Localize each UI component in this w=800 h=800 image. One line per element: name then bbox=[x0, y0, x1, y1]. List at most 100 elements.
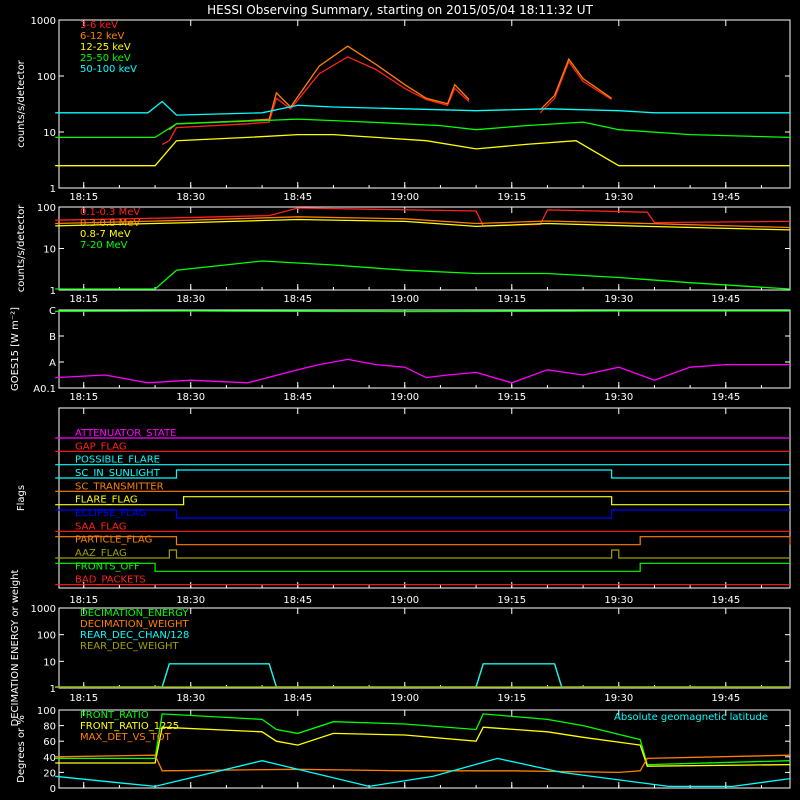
x-tick-label-gamma: 18:45 bbox=[283, 294, 312, 305]
y-tick-label-goes: A bbox=[49, 358, 56, 369]
series-line-goes-0 bbox=[55, 310, 790, 313]
x-tick-label-gamma: 19:00 bbox=[390, 294, 419, 305]
legend-entry-decimation: REAR_DEC_CHAN/128 bbox=[80, 630, 189, 641]
y-tick-label-hxr: 1000 bbox=[31, 16, 56, 27]
y-tick-label-ratio: 100 bbox=[37, 706, 56, 717]
figure-title: HESSI Observing Summary, starting on 201… bbox=[207, 3, 593, 17]
panel-frame-flags bbox=[58, 407, 791, 589]
y-tick-label-ratio: 60 bbox=[43, 737, 56, 748]
y-tick-label-decimation: 10 bbox=[43, 657, 56, 668]
y-tick-label-hxr: 10 bbox=[43, 128, 56, 139]
y-tick-label-decimation: 1 bbox=[50, 684, 56, 695]
x-tick-label-decimation: 18:15 bbox=[69, 693, 98, 704]
flag-line-particle-flag bbox=[55, 536, 791, 546]
y-tick-label-goes: A0.1 bbox=[33, 384, 56, 395]
x-tick-label-goes: 19:30 bbox=[604, 392, 633, 403]
x-tick-label-goes: 18:30 bbox=[176, 392, 205, 403]
x-tick-label-decimation: 19:45 bbox=[711, 693, 740, 704]
y-tick-label-hxr: 100 bbox=[37, 72, 56, 83]
series-line-hxr-2 bbox=[55, 133, 790, 167]
x-tick-label-hxr: 19:30 bbox=[604, 192, 633, 203]
flag-label: ECLIPSE_FLAG bbox=[75, 508, 146, 519]
x-tick-label-flags: 18:15 bbox=[69, 595, 98, 606]
series-line-gamma-1 bbox=[55, 216, 791, 229]
x-tick-label-hxr: 19:00 bbox=[390, 192, 419, 203]
flag-label: PARTICLE_FLAG bbox=[75, 535, 152, 546]
x-tick-label-flags: 19:45 bbox=[711, 595, 740, 606]
x-tick-label-decimation: 19:15 bbox=[497, 693, 526, 704]
x-tick-label-hxr: 18:30 bbox=[176, 192, 205, 203]
legend-entry-ratio: FRONT_RATIO bbox=[80, 710, 149, 721]
flag-label: BAD_PACKETS bbox=[75, 575, 146, 586]
legend-entry-hxr: 25-50 keV bbox=[80, 53, 131, 64]
flag-label: SC_TRANSMITTER bbox=[75, 481, 164, 492]
flag-label: SAA_FLAG bbox=[75, 521, 126, 532]
y-tick-label-gamma: 1 bbox=[50, 286, 56, 297]
panel-frame-goes bbox=[58, 309, 791, 389]
series-line-gamma-3 bbox=[55, 260, 791, 290]
series-line-goes-1 bbox=[55, 358, 790, 384]
x-tick-label-flags: 18:30 bbox=[176, 595, 205, 606]
flag-line-eclipse-flag bbox=[55, 509, 790, 519]
series-line-hxr-0 bbox=[539, 60, 612, 114]
legend-entry-ratio: FRONT_RATIO_1225 bbox=[80, 721, 179, 732]
y-tick-label-gamma: 100 bbox=[37, 203, 56, 214]
y-tick-label-ratio: 80 bbox=[43, 722, 56, 733]
x-tick-label-hxr: 19:15 bbox=[497, 192, 526, 203]
x-tick-label-hxr: 18:45 bbox=[283, 192, 312, 203]
y-axis-label-goes: GOES15 [W m⁻²] bbox=[10, 307, 21, 391]
x-tick-label-goes: 19:15 bbox=[497, 392, 526, 403]
flag-line-sc-in-sunlight bbox=[55, 469, 790, 479]
legend-entry-gamma: 0.3-0.8 MeV bbox=[80, 218, 140, 229]
x-tick-label-goes: 18:45 bbox=[283, 392, 312, 403]
series-line-decimation-2 bbox=[55, 663, 790, 688]
y-tick-label-ratio: 0 bbox=[50, 784, 56, 795]
panel-frame-decimation bbox=[58, 607, 791, 689]
series-line-ratio-2 bbox=[55, 754, 791, 774]
legend-entry-gamma: 0.8-7 MeV bbox=[80, 229, 131, 240]
x-tick-label-gamma: 18:15 bbox=[69, 294, 98, 305]
y-tick-label-gamma: 10 bbox=[43, 245, 56, 256]
x-tick-label-gamma: 19:45 bbox=[711, 294, 740, 305]
x-tick-label-gamma: 19:15 bbox=[497, 294, 526, 305]
y-tick-label-goes: C bbox=[49, 306, 56, 317]
series-line-hxr-0 bbox=[161, 56, 470, 145]
legend-entry-decimation: DECIMATION_WEIGHT bbox=[80, 619, 189, 630]
legend-entry-decimation: DECIMATION_ENERGY bbox=[80, 608, 189, 619]
legend-entry-gamma: 0.1-0.3 MeV bbox=[80, 207, 140, 218]
y-tick-label-decimation: 100 bbox=[37, 631, 56, 642]
x-tick-label-goes: 19:00 bbox=[390, 392, 419, 403]
series-line-hxr-3 bbox=[55, 118, 791, 139]
series-line-ratio-1 bbox=[55, 726, 791, 767]
y-axis-label-flags: Flags bbox=[16, 485, 27, 511]
x-tick-label-decimation: 18:45 bbox=[283, 693, 312, 704]
flag-label: ATTENUATOR_STATE bbox=[75, 428, 176, 439]
x-tick-label-gamma: 19:30 bbox=[604, 294, 633, 305]
x-tick-label-gamma: 18:30 bbox=[176, 294, 205, 305]
x-tick-label-flags: 18:45 bbox=[283, 595, 312, 606]
flag-label: SC_IN_SUNLIGHT bbox=[75, 468, 161, 479]
flag-label: AAZ_FLAG bbox=[75, 548, 127, 559]
y-axis-label-ratio: Degrees or % bbox=[16, 715, 27, 783]
flag-label: FRONTS_OFF bbox=[75, 561, 140, 572]
legend-entry-ratio: MAX_DET_VS_TOT bbox=[80, 732, 172, 743]
y-tick-label-decimation: 1000 bbox=[31, 604, 56, 615]
y-axis-label-hxr: counts/s/detector bbox=[16, 59, 27, 147]
y-tick-label-hxr: 1 bbox=[50, 184, 56, 195]
panel-frame-hxr bbox=[58, 19, 791, 189]
y-tick-label-ratio: 40 bbox=[43, 753, 56, 764]
flag-line-aaz-flag bbox=[55, 549, 790, 559]
series-line-hxr-4 bbox=[55, 100, 790, 116]
flag-label: POSSIBLE_FLARE bbox=[75, 455, 160, 466]
legend-entry-hxr: 6-12 keV bbox=[80, 31, 124, 42]
x-tick-label-goes: 18:15 bbox=[69, 392, 98, 403]
legend-entry-hxr: 50-100 keV bbox=[80, 64, 137, 75]
x-tick-label-hxr: 19:45 bbox=[711, 192, 740, 203]
series-line-gamma-2 bbox=[55, 218, 791, 231]
x-tick-label-decimation: 19:00 bbox=[390, 693, 419, 704]
annotation-ratio: Absolute geomagnetic latitude bbox=[614, 712, 768, 723]
y-axis-label-decimation: DECIMATION ENERGY or weight bbox=[10, 569, 21, 726]
